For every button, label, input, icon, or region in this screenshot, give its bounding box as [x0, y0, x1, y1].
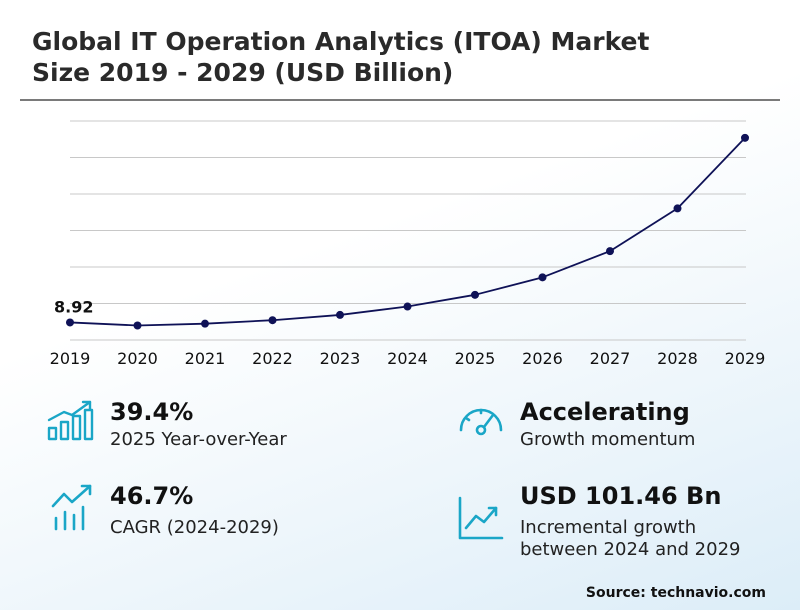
x-tick-label: 2029: [725, 349, 766, 368]
data-label: 8.92: [54, 297, 93, 316]
title-divider: [20, 99, 780, 101]
kpi-incremental: USD 101.46 Bn Incremental growth between…: [456, 482, 786, 562]
kpi-momentum-value: Accelerating: [520, 398, 690, 426]
x-tick-label: 2027: [590, 349, 631, 368]
data-point-2025: [471, 290, 479, 299]
data-point-2020: [133, 321, 142, 330]
x-tick-label: 2026: [522, 349, 563, 368]
data-point-2021: [201, 319, 209, 328]
data-point-2029: [741, 133, 749, 142]
trend-bars-icon: [51, 484, 92, 531]
chart-title-line-2: Size 2019 - 2029 (USD Billion): [32, 58, 454, 87]
kpi-yoy: 39.4% 2025 Year-over-Year: [46, 398, 386, 458]
kpi-incremental-value: USD 101.46 Bn: [520, 482, 722, 510]
chart-title-line-1: Global IT Operation Analytics (ITOA) Mar…: [32, 27, 650, 56]
x-tick-label: 2025: [455, 349, 496, 368]
x-axis-ticks: 2019 2020 2021 2022 2023 2024 2025 2026 2027 2028…: [50, 349, 766, 368]
x-tick-label: 2020: [117, 349, 158, 368]
data-point-2022: [268, 316, 277, 325]
source-credit: Source: technavio.com: [585, 585, 766, 601]
data-point-2023: [336, 310, 344, 319]
kpi-cagr-value: 46.7%: [110, 482, 194, 510]
kpi-momentum: Accelerating Growth momentum: [456, 398, 786, 458]
data-point-2019: [66, 318, 74, 327]
kpi-cagr: 46.7% CAGR (2024-2029): [50, 482, 390, 542]
kpi-incremental-label-line-1: Incremental growth: [520, 517, 697, 538]
line-chart-up-icon: [458, 496, 504, 540]
data-point-2026: [538, 273, 547, 282]
data-labels: 8.92: [54, 297, 93, 316]
x-tick-label: 2021: [185, 349, 226, 368]
line-chart: 2019 2020 2021 2022 2023 2024 2025 2026 2027 2028…: [50, 120, 766, 368]
data-point-2027: [606, 247, 614, 256]
speedometer-icon: [459, 408, 503, 436]
kpi-incremental-label-line-2: between 2024 and 2029: [520, 539, 741, 560]
x-tick-label: 2022: [252, 349, 293, 368]
data-point-2028: [673, 204, 682, 213]
x-tick-label: 2019: [50, 349, 91, 368]
kpi-momentum-label: Growth momentum: [520, 429, 696, 450]
x-tick-label: 2023: [320, 349, 361, 368]
chart-title: Global IT Operation Analytics (ITOA) Mar…: [32, 26, 772, 88]
bar-chart-growth-icon: [47, 400, 94, 441]
kpi-cagr-label: CAGR (2024-2029): [110, 517, 279, 538]
series-line: [69, 137, 746, 327]
x-tick-label: 2028: [657, 349, 698, 368]
kpi-yoy-value: 39.4%: [110, 398, 194, 426]
kpi-yoy-label: 2025 Year-over-Year: [110, 429, 287, 450]
data-point-2024: [403, 302, 412, 311]
x-tick-label: 2024: [387, 349, 428, 368]
series-line-layer: [69, 137, 746, 327]
data-points: [66, 133, 749, 330]
